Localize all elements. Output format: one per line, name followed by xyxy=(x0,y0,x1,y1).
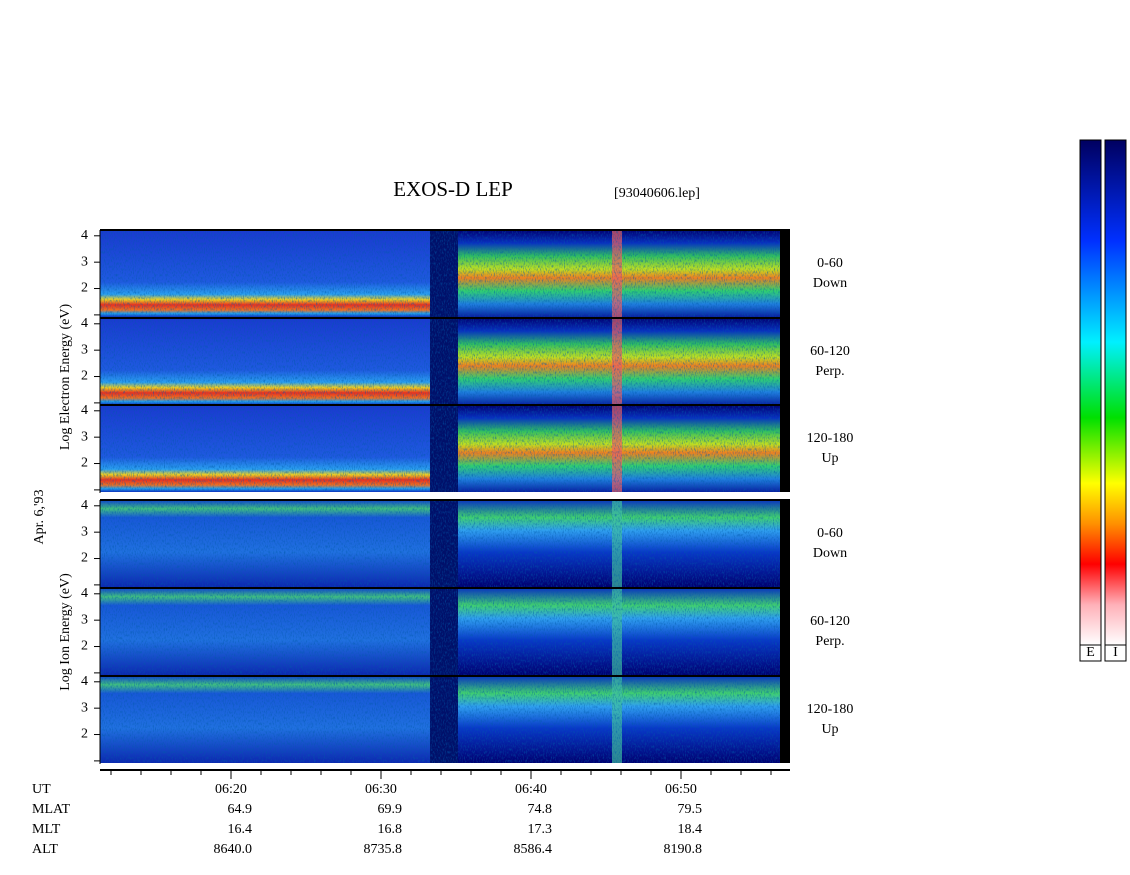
x-tick-label: 06:20 xyxy=(215,782,247,797)
panel-label: Perp. xyxy=(815,634,844,649)
colorbar-label: I xyxy=(1113,645,1118,660)
spectrogram-region xyxy=(780,676,790,763)
spectrogram-texture xyxy=(100,500,780,587)
ephemeris-value: 17.3 xyxy=(528,822,553,837)
colorbar xyxy=(1079,139,1102,646)
ephemeris-value: 64.9 xyxy=(228,802,253,817)
colorbar-label: E xyxy=(1086,645,1095,660)
panel-label: 60-120 xyxy=(810,344,850,359)
spectrogram-region xyxy=(780,230,790,317)
panel-label: 0-60 xyxy=(817,256,843,271)
ephemeris-row-label: MLT xyxy=(32,822,61,837)
colorbars: E I xyxy=(1079,139,1127,662)
y-tick-label: 2 xyxy=(81,281,88,296)
spectrogram-texture xyxy=(100,676,780,763)
panel-label: 60-120 xyxy=(810,614,850,629)
spectrogram-region xyxy=(780,318,790,405)
y-tick-label: 3 xyxy=(81,342,88,357)
spectrogram-region xyxy=(780,500,790,587)
spectrogram-region xyxy=(780,588,790,675)
panel-label: 120-180 xyxy=(807,702,854,717)
colorbar xyxy=(1104,139,1127,646)
y-tick-label: 3 xyxy=(81,700,88,715)
y-tick-label: 2 xyxy=(81,369,88,384)
ephemeris-value: 8735.8 xyxy=(364,842,403,857)
panel-label: Up xyxy=(821,451,838,466)
spectrogram-texture xyxy=(100,230,780,317)
ephemeris-value: 8586.4 xyxy=(514,842,553,857)
y-tick-label: 3 xyxy=(81,612,88,627)
panel-label: 120-180 xyxy=(807,431,854,446)
x-tick-label: 06:50 xyxy=(665,782,697,797)
panel-label: Up xyxy=(821,722,838,737)
ion-axis-label: Log Ion Energy (eV) xyxy=(58,573,73,691)
y-tick-label: 2 xyxy=(81,551,88,566)
chart-subtitle: [93040606.lep] xyxy=(614,186,700,201)
spectrogram-texture xyxy=(100,318,780,405)
ephemeris-value: 69.9 xyxy=(378,802,403,817)
y-tick-label: 2 xyxy=(81,456,88,471)
date-label: Apr. 6,'93 xyxy=(32,489,47,544)
y-tick-label: 4 xyxy=(81,674,88,689)
ephemeris-row-label: UT xyxy=(32,782,51,797)
y-tick-label: 4 xyxy=(81,498,88,513)
ephemeris-row-label: MLAT xyxy=(32,802,71,817)
colorbar-label-box xyxy=(1079,644,1102,662)
y-tick-label: 3 xyxy=(81,524,88,539)
y-tick-label: 4 xyxy=(81,316,88,331)
spectrogram-region xyxy=(780,405,790,492)
ephemeris-value: 79.5 xyxy=(678,802,703,817)
y-tick-label: 2 xyxy=(81,639,88,654)
y-tick-label: 2 xyxy=(81,727,88,742)
electron-axis-label: Log Electron Energy (eV) xyxy=(58,304,73,451)
colorbar-label-box xyxy=(1104,644,1127,662)
y-tick-label: 4 xyxy=(81,228,88,243)
panel-label: Down xyxy=(813,276,847,291)
panel-label: 0-60 xyxy=(817,526,843,541)
ephemeris-value: 8640.0 xyxy=(214,842,253,857)
panel-label: Perp. xyxy=(815,364,844,379)
y-tick-label: 3 xyxy=(81,429,88,444)
ephemeris-row-label: ALT xyxy=(32,842,58,857)
panel-label: Down xyxy=(813,546,847,561)
ephemeris-value: 18.4 xyxy=(678,822,703,837)
x-tick-label: 06:40 xyxy=(515,782,547,797)
y-tick-label: 4 xyxy=(81,586,88,601)
ephemeris-value: 74.8 xyxy=(528,802,553,817)
ephemeris-value: 16.4 xyxy=(228,822,253,837)
ephemeris-value: 16.8 xyxy=(378,822,403,837)
spectrogram-texture xyxy=(100,588,780,675)
chart-title: EXOS-D LEP xyxy=(393,177,513,201)
x-tick-label: 06:30 xyxy=(365,782,397,797)
ephemeris-value: 8190.8 xyxy=(664,842,703,857)
spectrogram-texture xyxy=(100,405,780,492)
y-tick-label: 4 xyxy=(81,403,88,418)
y-tick-label: 3 xyxy=(81,254,88,269)
